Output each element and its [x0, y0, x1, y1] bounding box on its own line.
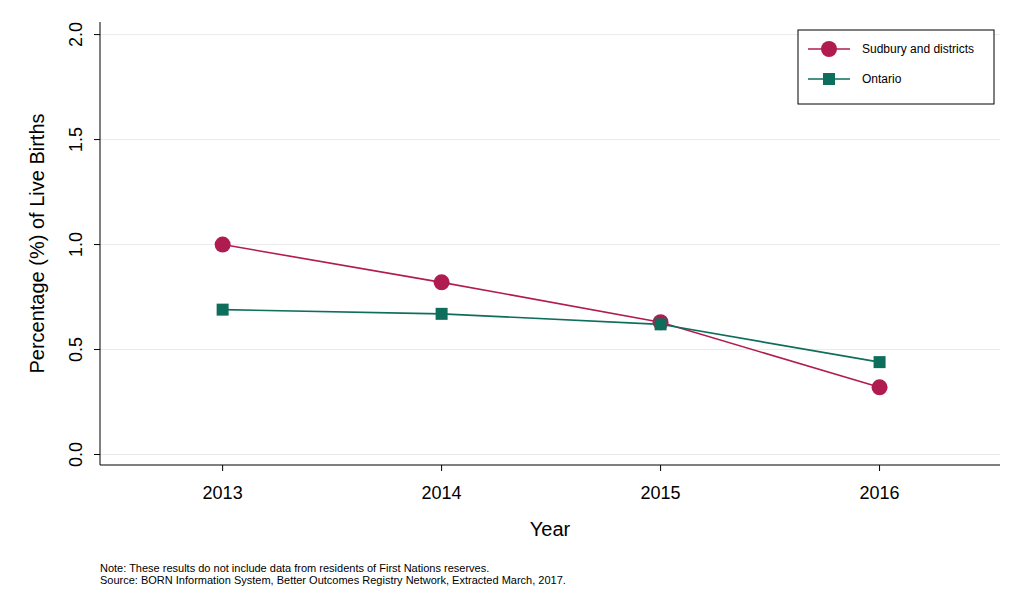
y-axis	[100, 22, 101, 465]
y-tick-label: 0.0	[66, 442, 86, 467]
marker	[823, 73, 835, 85]
x-tick	[660, 465, 661, 471]
y-tick-label: 0.5	[66, 337, 86, 362]
legend-label: Ontario	[862, 72, 902, 86]
grid-line	[100, 244, 1000, 245]
legend-label: Sudbury and districts	[862, 42, 974, 56]
x-tick	[879, 465, 880, 471]
background	[0, 0, 1024, 614]
marker	[215, 237, 231, 253]
y-tick	[94, 34, 100, 35]
legend: Sudbury and districts Ontario	[798, 30, 994, 104]
y-axis-label: Percentage (%) of Live Births	[26, 113, 48, 373]
y-tick-label: 2.0	[66, 22, 86, 47]
marker	[653, 314, 669, 330]
x-axis	[100, 465, 1000, 466]
y-tick	[94, 244, 100, 245]
marker	[436, 308, 448, 320]
x-tick-label: 2015	[641, 483, 681, 503]
x-tick	[222, 465, 223, 471]
y-tick	[94, 349, 100, 350]
legend-box	[798, 30, 994, 104]
y-tick-label: 1.5	[66, 127, 86, 152]
chart: 0.0 0.5 1.0 1.5 2.0 2013 2014 2015 2016 Percentag…	[0, 0, 1024, 614]
marker	[821, 41, 837, 57]
marker	[655, 318, 667, 330]
x-tick-label: 2013	[203, 483, 243, 503]
grid-line	[100, 139, 1000, 140]
note: Note: These results do not include data …	[100, 562, 489, 574]
series-line	[223, 245, 880, 388]
plot-area	[215, 237, 888, 396]
x-tick-label: 2016	[860, 483, 900, 503]
x-tick	[441, 465, 442, 471]
note: Source: BORN Information System, Better …	[100, 574, 566, 586]
marker	[874, 356, 886, 368]
marker	[217, 304, 229, 316]
y-tick	[94, 139, 100, 140]
series-line	[223, 310, 880, 362]
y-tick	[94, 454, 100, 455]
grid-line	[100, 349, 1000, 350]
marker	[434, 274, 450, 290]
marker	[872, 379, 888, 395]
x-axis-label: Year	[530, 518, 571, 540]
x-tick-label: 2014	[422, 483, 462, 503]
y-tick-label: 1.0	[66, 232, 86, 257]
grid-line	[100, 454, 1000, 455]
